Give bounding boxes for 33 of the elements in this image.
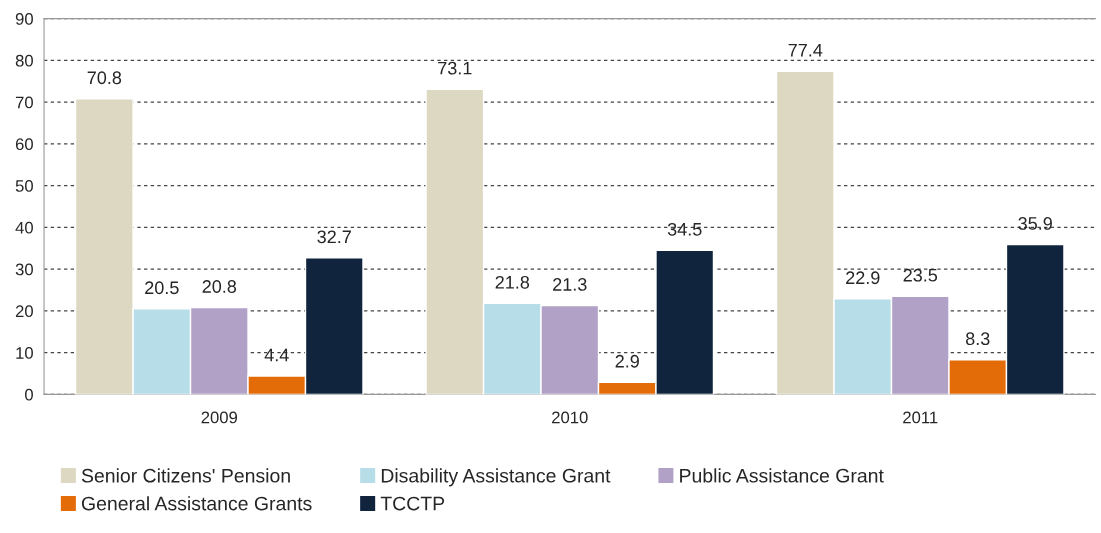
y-tick-label: 60 (15, 138, 33, 151)
data-label: 4.4 (264, 348, 289, 362)
y-tick-label: 70 (15, 96, 33, 109)
legend-label: Senior Citizens' Pension (81, 468, 290, 483)
x-tick-label: 2010 (552, 411, 588, 424)
y-tick-label: 90 (15, 13, 33, 25)
data-label: 77.4 (788, 43, 823, 57)
y-tick-label: 80 (15, 54, 33, 67)
y-tick-label: 10 (16, 347, 33, 359)
y-tick-label: 20 (15, 305, 33, 318)
legend-label: Public Assistance Grant (680, 468, 884, 483)
data-label: 22.9 (846, 271, 880, 285)
data-label: 20.5 (145, 281, 179, 295)
x-tick-label: 2011 (903, 411, 938, 424)
data-label: 34.5 (667, 222, 702, 236)
data-label: 23.5 (903, 268, 938, 282)
data-label: 8.3 (965, 332, 990, 346)
y-tick-label: 30 (15, 263, 33, 276)
data-label: 21.3 (553, 278, 587, 291)
legend-label: Disability Assistance Grant (381, 468, 611, 487)
data-label: 70.8 (87, 71, 122, 85)
data-label: 73.1 (438, 61, 472, 75)
y-tick-label: 0 (25, 388, 33, 401)
data-label: 35.9 (1018, 217, 1052, 230)
data-label: 21.8 (495, 275, 530, 289)
x-tick-label: 2009 (201, 411, 238, 424)
y-tick-label: 50 (15, 180, 33, 192)
legend-label: TCCTP (380, 496, 445, 511)
data-label: 2.9 (615, 354, 639, 368)
y-tick-label: 40 (15, 221, 33, 234)
legend-label: General Assistance Grants (81, 496, 312, 511)
data-label: 20.8 (202, 280, 237, 293)
data-label: 32.7 (317, 230, 351, 244)
